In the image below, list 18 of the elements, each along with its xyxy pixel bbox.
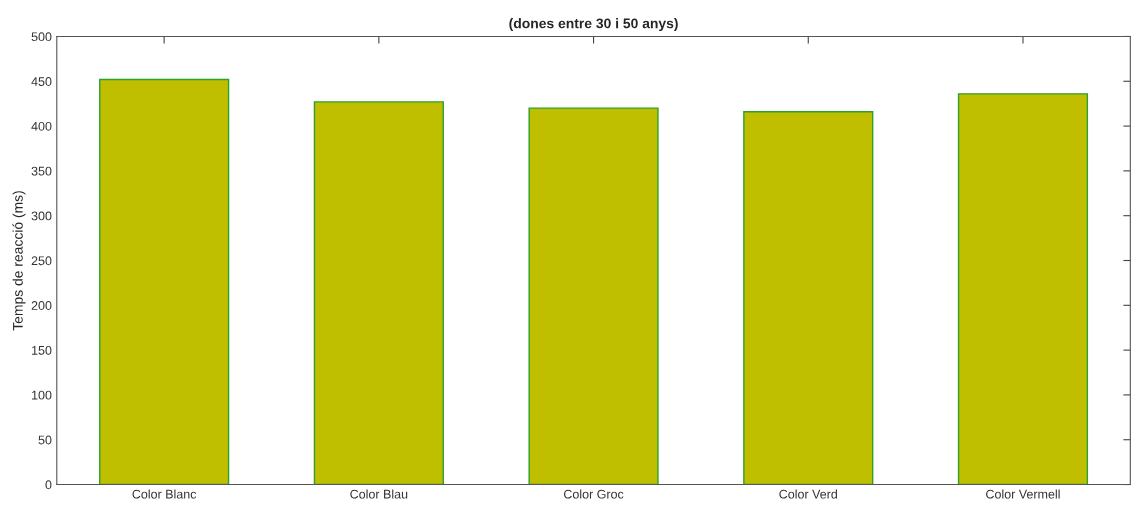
x-tick-label: Color Blau xyxy=(350,489,408,499)
y-tick-label: 500 xyxy=(31,32,52,42)
y-tick-label: 200 xyxy=(31,301,52,310)
y-tick-label: 50 xyxy=(38,435,52,445)
y-tick-label: 100 xyxy=(32,390,52,400)
x-tick-label: Color Blanc xyxy=(132,489,197,499)
chart-title: (dones entre 30 i 50 anys) xyxy=(509,18,678,32)
x-tick-label: Color Verd xyxy=(779,489,837,499)
y-tick-label: 400 xyxy=(31,121,52,131)
y-tick-label: 450 xyxy=(31,77,52,86)
y-tick-label: 150 xyxy=(32,345,52,355)
x-tick-label: Color Vermell xyxy=(986,489,1060,499)
y-axis-title: Temps de reacció (ms) xyxy=(12,191,26,331)
x-tick-label: Color Groc xyxy=(563,489,624,499)
y-tick-label: 250 xyxy=(31,256,52,266)
y-tick-label: 350 xyxy=(31,166,52,176)
y-tick-label: 300 xyxy=(31,211,52,221)
y-tick-label: 0 xyxy=(45,480,52,490)
